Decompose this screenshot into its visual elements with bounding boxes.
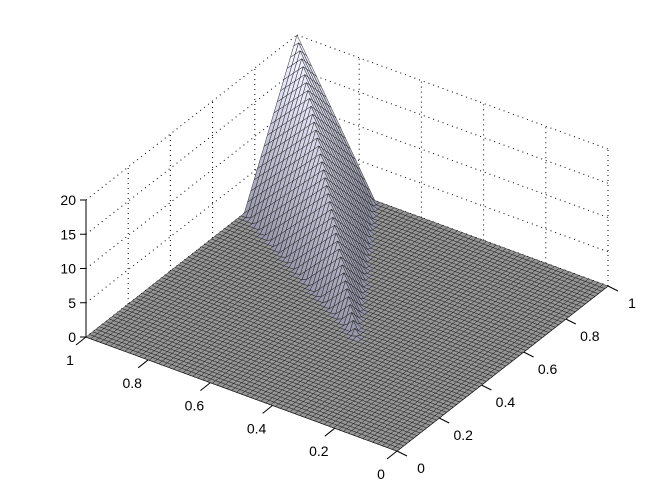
x-tick-label: 0 (417, 460, 425, 476)
z-tick-label: 10 (60, 261, 76, 277)
y-tick-label: 0.2 (309, 443, 329, 459)
x-tick-label: 0.4 (496, 394, 516, 410)
z-tick-label: 15 (60, 226, 76, 242)
y-tick (386, 450, 398, 460)
y-tick (75, 336, 87, 346)
x-tick (481, 384, 492, 391)
surface-patch (391, 446, 401, 452)
y-tick-label: 0 (377, 466, 385, 482)
y-tick-label: 0.6 (185, 398, 205, 414)
x-tick-label: 0.2 (453, 427, 473, 443)
x-tick (438, 417, 450, 424)
y-tick-label: 0.4 (247, 420, 267, 436)
x-tick (396, 450, 408, 457)
x-tick-label: 1 (628, 295, 636, 311)
surface (85, 34, 609, 452)
y-tick-label: 1 (66, 352, 74, 368)
z-tick-label: 5 (68, 295, 76, 311)
x-tick (565, 318, 577, 325)
z-tick-label: 0 (68, 329, 76, 345)
y-tick (200, 382, 211, 391)
y-tick-label: 0.8 (122, 375, 142, 391)
y-tick (262, 405, 273, 414)
x-tick (607, 285, 619, 292)
x-tick (523, 351, 534, 358)
grid-line (296, 103, 609, 218)
grid-line (296, 68, 609, 184)
z-tick-label: 20 (60, 192, 76, 208)
x-tick-label: 0.8 (580, 328, 600, 344)
x-tick-label: 0.6 (538, 361, 558, 377)
grid-line (296, 34, 609, 150)
y-tick (137, 359, 149, 369)
y-tick (324, 427, 336, 437)
